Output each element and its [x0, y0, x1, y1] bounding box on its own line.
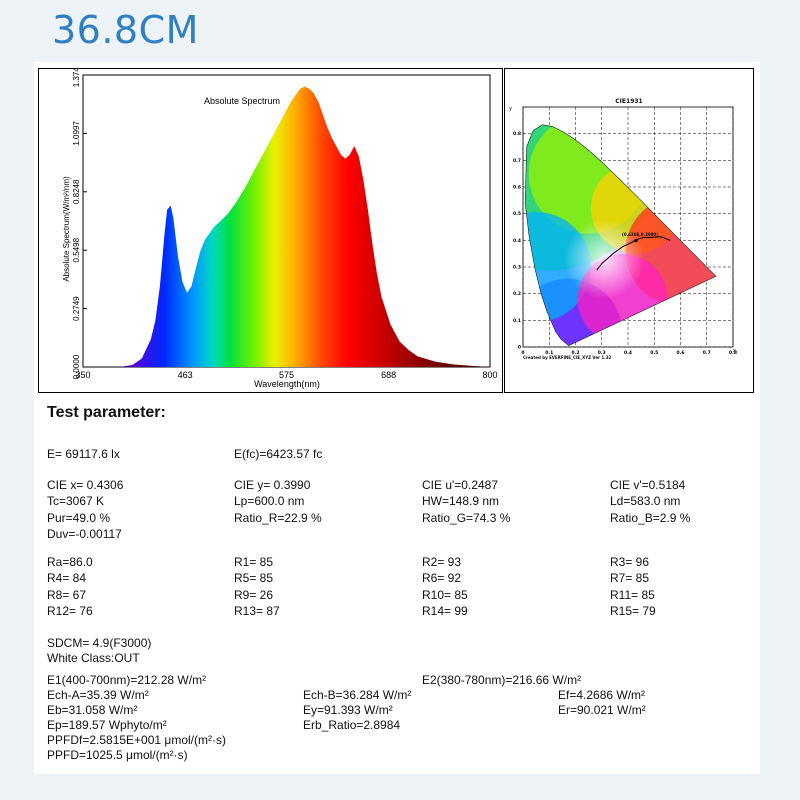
- cie-cell: Tc=3067 K: [47, 494, 105, 509]
- cie-chromaticity-chart: 0 0.1 0.2 0.3 0.4 0.5 0.6 0.7 0.8 0 0.1 0.2 0.3 0.4 0.…: [513, 106, 737, 356]
- cie-y-tick-label: 0.4: [513, 238, 521, 244]
- cie-x-tick-label: 0: [521, 350, 524, 356]
- spectrum-x-tick-label: 463: [178, 370, 193, 380]
- cri-cell: R5= 85: [234, 571, 274, 586]
- cri-cell: R13= 87: [234, 603, 280, 618]
- cie-cell: Ld=583.0 nm: [610, 494, 681, 509]
- cri-cell: R14= 99: [422, 603, 468, 618]
- cri-cell: R4= 84: [47, 571, 87, 586]
- cri-cell: R6= 92: [422, 571, 462, 586]
- illuminance-fc: E(fc)=6423.57 fc: [234, 447, 323, 461]
- cie-gamut-blob: [564, 219, 645, 299]
- spectrum-x-axis-label: Wavelength(nm): [254, 379, 320, 389]
- cri-cell: R1= 85: [234, 555, 274, 569]
- cie-measured-point: [634, 239, 638, 243]
- cie-y-tick-label: 0.1: [513, 318, 521, 324]
- cri-cell: R3= 96: [610, 555, 650, 569]
- cri-cell: R10= 85: [422, 587, 468, 602]
- erb-ratio: Erb_Ratio=2.8984: [303, 718, 401, 732]
- cie-y-tick-label: 0.6: [513, 185, 521, 191]
- spectrum-y-tick-label: 0.5498: [72, 237, 81, 262]
- cie-cell: Ratio_R=22.9 %: [234, 510, 322, 525]
- white-class: White Class:OUT: [47, 651, 140, 665]
- cie-y-tick-label: 0.8: [513, 131, 521, 137]
- cie-x-tick-label: 0.6: [677, 350, 685, 356]
- cie-x-tick-label: 0.5: [650, 350, 658, 356]
- cie-x-tick-label: 0.7: [703, 350, 711, 356]
- e2-irradiance: E2(380-780nm)=216.66 W/m²: [422, 673, 582, 687]
- cie-cell: Ratio_G=74.3 %: [422, 510, 511, 525]
- eb-value: Eb=31.058 W/m²: [47, 703, 138, 717]
- spectrum-y-tick-label: 0.8248: [72, 179, 81, 204]
- cie-x-axis-label: x: [733, 348, 736, 354]
- spectrum-y-tick-label: 0.0000: [72, 354, 81, 379]
- cie-spectral-locus: [524, 124, 717, 347]
- ppfdf-value: PPFDf=2.5815E+001 μmol/(m²·s): [47, 733, 226, 747]
- spectrum-area: [83, 86, 490, 367]
- cie-credit: Created by EVERFINE_CIE_XYZ Ver 1.32: [523, 355, 612, 360]
- spectrum-x-tick-label: 350: [75, 370, 90, 380]
- spectrum-x-tick-label: 575: [279, 370, 294, 380]
- ep-value: Ep=189.57 Wphyto/m²: [47, 718, 167, 732]
- cie-x-tick-label: 0.3: [598, 350, 606, 356]
- cie-panel: 0 0.1 0.2 0.3 0.4 0.5 0.6 0.7 0.8 0 0.1 0.2 0.3 0.4 0.…: [504, 68, 754, 393]
- cie-point-label: (0.4306,0.3990): [622, 232, 659, 237]
- cie-x-tick-label: 0.1: [545, 350, 553, 356]
- illuminance-lx: E= 69117.6 lx: [47, 447, 120, 461]
- cie-y-axis-label: y: [509, 106, 512, 112]
- cie-cell: Pur=49.0 %: [47, 510, 111, 525]
- cie-cell: CIE v'=0.5184: [610, 478, 686, 492]
- cie-y-tick-label: 0.5: [513, 211, 521, 217]
- e1-irradiance: E1(400-700nm)=212.28 W/m²: [47, 673, 207, 687]
- cri-cell: Ra=86.0: [47, 555, 93, 569]
- spectrum-y-axis-label: Absolute Spectrum(W/m²/nm): [62, 176, 71, 282]
- cie-gamut-blob: [525, 212, 592, 322]
- page-heading: 36.8CM: [52, 8, 199, 52]
- cie-cell: CIE u'=0.2487: [422, 478, 499, 492]
- cie-title: CIE1931: [615, 98, 643, 105]
- cri-cell: R11= 85: [610, 587, 655, 602]
- cie-cell: Ratio_B=2.9 %: [610, 510, 691, 525]
- spectrum-panel: 350 463 575 688 800 0.0000 0.2749 0.5498 0.8248 1…: [38, 62, 503, 393]
- ef-value: Ef=4.2686 W/m²: [558, 688, 646, 702]
- cri-cell: R12= 76: [47, 603, 93, 618]
- spectrum-y-tick-label: 0.2749: [72, 296, 81, 321]
- er-value: Er=90.021 W/m²: [558, 703, 646, 717]
- spectrum-chart: 350 463 575 688 800 0.0000 0.2749 0.5498 0.8248 1…: [62, 62, 498, 389]
- cie-planckian-locus: [596, 236, 671, 271]
- cri-cell: R15= 79: [610, 603, 656, 618]
- ech-a-value: Ech-A=35.39 W/m²: [47, 688, 149, 702]
- cri-cell: R8= 67: [47, 587, 87, 602]
- cie-x-tick-label: 0.8: [729, 350, 737, 356]
- spectrum-x-tick-label: 800: [482, 370, 497, 380]
- cri-cell: R2= 93: [422, 555, 462, 569]
- cie-y-tick-label: 0: [518, 345, 521, 351]
- sdcm-value: SDCM= 4.9(F3000): [47, 636, 152, 650]
- spectrum-y-tick-label: 1.0997: [72, 121, 81, 146]
- cie-cell: CIE y= 0.3990: [234, 478, 311, 492]
- spectrum-x-tick-label: 688: [381, 370, 396, 380]
- cie-cell: Duv=-0.00117: [47, 526, 122, 541]
- spectrum-title: Absolute Spectrum: [204, 96, 280, 106]
- cie-y-tick-label: 0.7: [513, 158, 521, 164]
- cie-cell: HW=148.9 nm: [422, 494, 500, 509]
- cie-y-tick-label: 0.2: [513, 291, 521, 297]
- ech-b-value: Ech-B=36.284 W/m²: [303, 688, 412, 702]
- ppfd-value: PPFD=1025.5 μmol/(m²·s): [47, 748, 188, 762]
- test-parameter-title: Test parameter:: [47, 404, 166, 421]
- cie-x-tick-label: 0.2: [572, 350, 580, 356]
- cri-cell: R7= 85: [610, 571, 650, 586]
- ey-value: Ey=91.393 W/m²: [303, 703, 393, 717]
- cri-cell: R9= 26: [234, 587, 274, 602]
- cie-y-tick-label: 0.3: [513, 265, 521, 271]
- cie-cell: CIE x= 0.4306: [47, 478, 124, 492]
- cie-x-tick-label: 0.4: [624, 350, 632, 356]
- spectrum-y-tick-label: 1.3746: [72, 69, 81, 87]
- cie-cell: Lp=600.0 nm: [234, 494, 305, 509]
